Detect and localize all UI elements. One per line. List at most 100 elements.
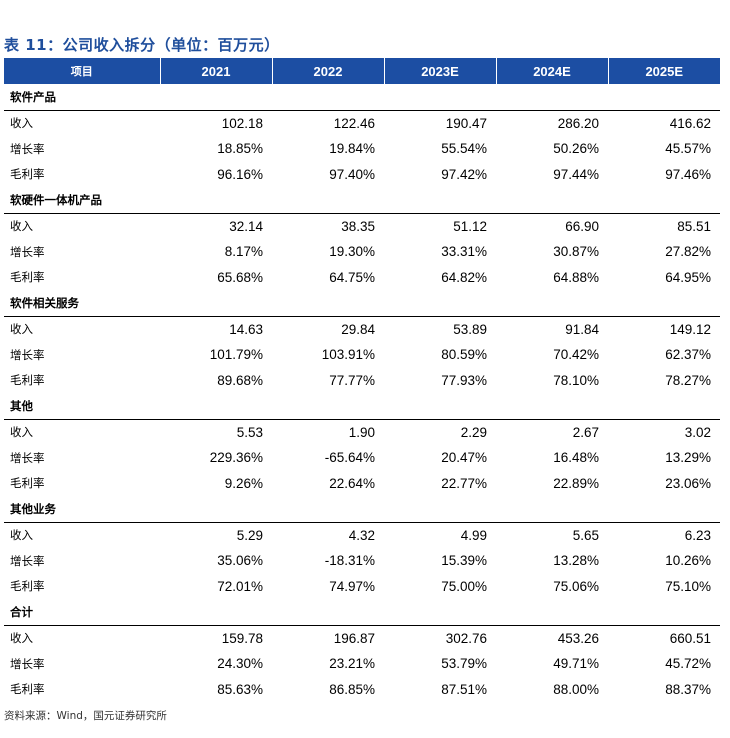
table-row: 增长率 8.17% 19.30% 33.31% 30.87% 27.82%: [4, 239, 720, 265]
row-label: 毛利率: [10, 579, 45, 594]
value-cell: 51.12: [453, 218, 487, 234]
section-header-row: 其他: [4, 393, 720, 420]
section-name: 软硬件一体机产品: [4, 187, 720, 214]
value-cell: 77.77%: [329, 372, 375, 388]
table-row: 增长率 18.85% 19.84% 55.54% 50.26% 45.57%: [4, 136, 720, 162]
row-label: 收入: [10, 219, 33, 234]
value-cell: 65.68%: [217, 269, 263, 285]
value-cell: 23.21%: [329, 656, 375, 672]
value-cell: 33.31%: [441, 244, 487, 260]
section-header-row: 合计: [4, 599, 720, 626]
value-cell: 64.75%: [329, 269, 375, 285]
row-label: 增长率: [10, 450, 45, 465]
value-cell: 72.01%: [217, 578, 263, 594]
value-cell: 660.51: [669, 630, 711, 646]
value-cell: 2.67: [572, 424, 599, 440]
row-label: 增长率: [10, 141, 45, 156]
value-cell: 5.53: [236, 424, 263, 440]
value-cell: 75.06%: [553, 578, 599, 594]
header-year: 2022: [272, 58, 385, 84]
value-cell: 4.32: [348, 527, 375, 543]
value-cell: 229.36%: [209, 450, 263, 466]
value-cell: 74.97%: [329, 578, 375, 594]
value-cell: 88.00%: [553, 681, 599, 697]
value-cell: 66.90: [565, 218, 599, 234]
value-cell: 302.76: [445, 630, 487, 646]
row-label: 收入: [10, 425, 33, 440]
value-cell: 85.63%: [217, 681, 263, 697]
value-cell: 77.93%: [441, 372, 487, 388]
value-cell: 13.29%: [665, 450, 711, 466]
value-cell: 80.59%: [441, 347, 487, 363]
value-cell: 9.26%: [224, 475, 263, 491]
value-cell: 159.78: [221, 630, 263, 646]
value-cell: 1.90: [348, 424, 375, 440]
value-cell: 3.02: [684, 424, 711, 440]
table-row: 增长率 35.06% -18.31% 15.39% 13.28% 10.26%: [4, 548, 720, 574]
value-cell: 97.44%: [553, 166, 599, 182]
row-label: 收入: [10, 631, 33, 646]
value-cell: 8.17%: [224, 244, 263, 260]
header-row: 项目 2021 2022 2023E 2024E 2025E: [4, 58, 720, 84]
row-label: 毛利率: [10, 476, 45, 491]
value-cell: 23.06%: [665, 475, 711, 491]
value-cell: 286.20: [557, 115, 599, 131]
table-row: 收入 5.29 4.32 4.99 5.65 6.23: [4, 522, 720, 548]
header-year: 2021: [160, 58, 273, 84]
value-cell: 89.68%: [217, 372, 263, 388]
row-label: 增长率: [10, 347, 45, 362]
value-cell: 62.37%: [665, 347, 711, 363]
header-year: 2024E: [496, 58, 609, 84]
row-label: 毛利率: [10, 167, 45, 182]
value-cell: 97.46%: [665, 166, 711, 182]
table-row: 增长率 101.79% 103.91% 80.59% 70.42% 62.37%: [4, 342, 720, 368]
value-cell: 20.47%: [441, 450, 487, 466]
value-cell: 5.29: [236, 527, 263, 543]
value-cell: 78.10%: [553, 372, 599, 388]
row-label: 收入: [10, 322, 33, 337]
section-name: 软件相关服务: [4, 290, 720, 317]
value-cell: 50.26%: [553, 141, 599, 157]
value-cell: 22.77%: [441, 475, 487, 491]
table-row: 收入 32.14 38.35 51.12 66.90 85.51: [4, 213, 720, 239]
value-cell: 5.65: [572, 527, 599, 543]
row-label: 毛利率: [10, 270, 45, 285]
value-cell: 2.29: [460, 424, 487, 440]
value-cell: 96.16%: [217, 166, 263, 182]
value-cell: 14.63: [229, 321, 263, 337]
value-cell: 13.28%: [553, 553, 599, 569]
value-cell: 190.47: [445, 115, 487, 131]
section-name: 软件产品: [4, 84, 720, 111]
value-cell: 103.91%: [321, 347, 375, 363]
value-cell: 75.10%: [665, 578, 711, 594]
value-cell: 27.82%: [665, 244, 711, 260]
row-label: 收入: [10, 528, 33, 543]
value-cell: 53.89: [453, 321, 487, 337]
row-label: 增长率: [10, 244, 45, 259]
value-cell: -65.64%: [324, 450, 375, 466]
value-cell: 196.87: [333, 630, 375, 646]
section-header-row: 软硬件一体机产品: [4, 187, 720, 214]
section-header-row: 软件相关服务: [4, 290, 720, 317]
table-row: 收入 102.18 122.46 190.47 286.20 416.62: [4, 110, 720, 136]
value-cell: 19.30%: [329, 244, 375, 260]
value-cell: 45.72%: [665, 656, 711, 672]
value-cell: 149.12: [669, 321, 711, 337]
value-cell: 18.85%: [217, 141, 263, 157]
value-cell: 453.26: [557, 630, 599, 646]
section-name: 其他: [4, 393, 720, 420]
table-title: 表 11：公司收入拆分（单位：百万元）: [4, 36, 280, 54]
value-cell: 86.85%: [329, 681, 375, 697]
value-cell: 19.84%: [329, 141, 375, 157]
revenue-breakdown-table: 项目 2021 2022 2023E 2024E 2025E 软件产品 收入 102…: [4, 58, 720, 702]
value-cell: 64.82%: [441, 269, 487, 285]
section-name: 合计: [4, 599, 720, 626]
value-cell: 22.64%: [329, 475, 375, 491]
value-cell: 53.79%: [441, 656, 487, 672]
table-row: 增长率 24.30% 23.21% 53.79% 49.71% 45.72%: [4, 651, 720, 677]
header-item-label: 项目: [4, 58, 161, 84]
section-name: 其他业务: [4, 496, 720, 523]
value-cell: 32.14: [229, 218, 263, 234]
value-cell: 97.40%: [329, 166, 375, 182]
value-cell: 35.06%: [217, 553, 263, 569]
